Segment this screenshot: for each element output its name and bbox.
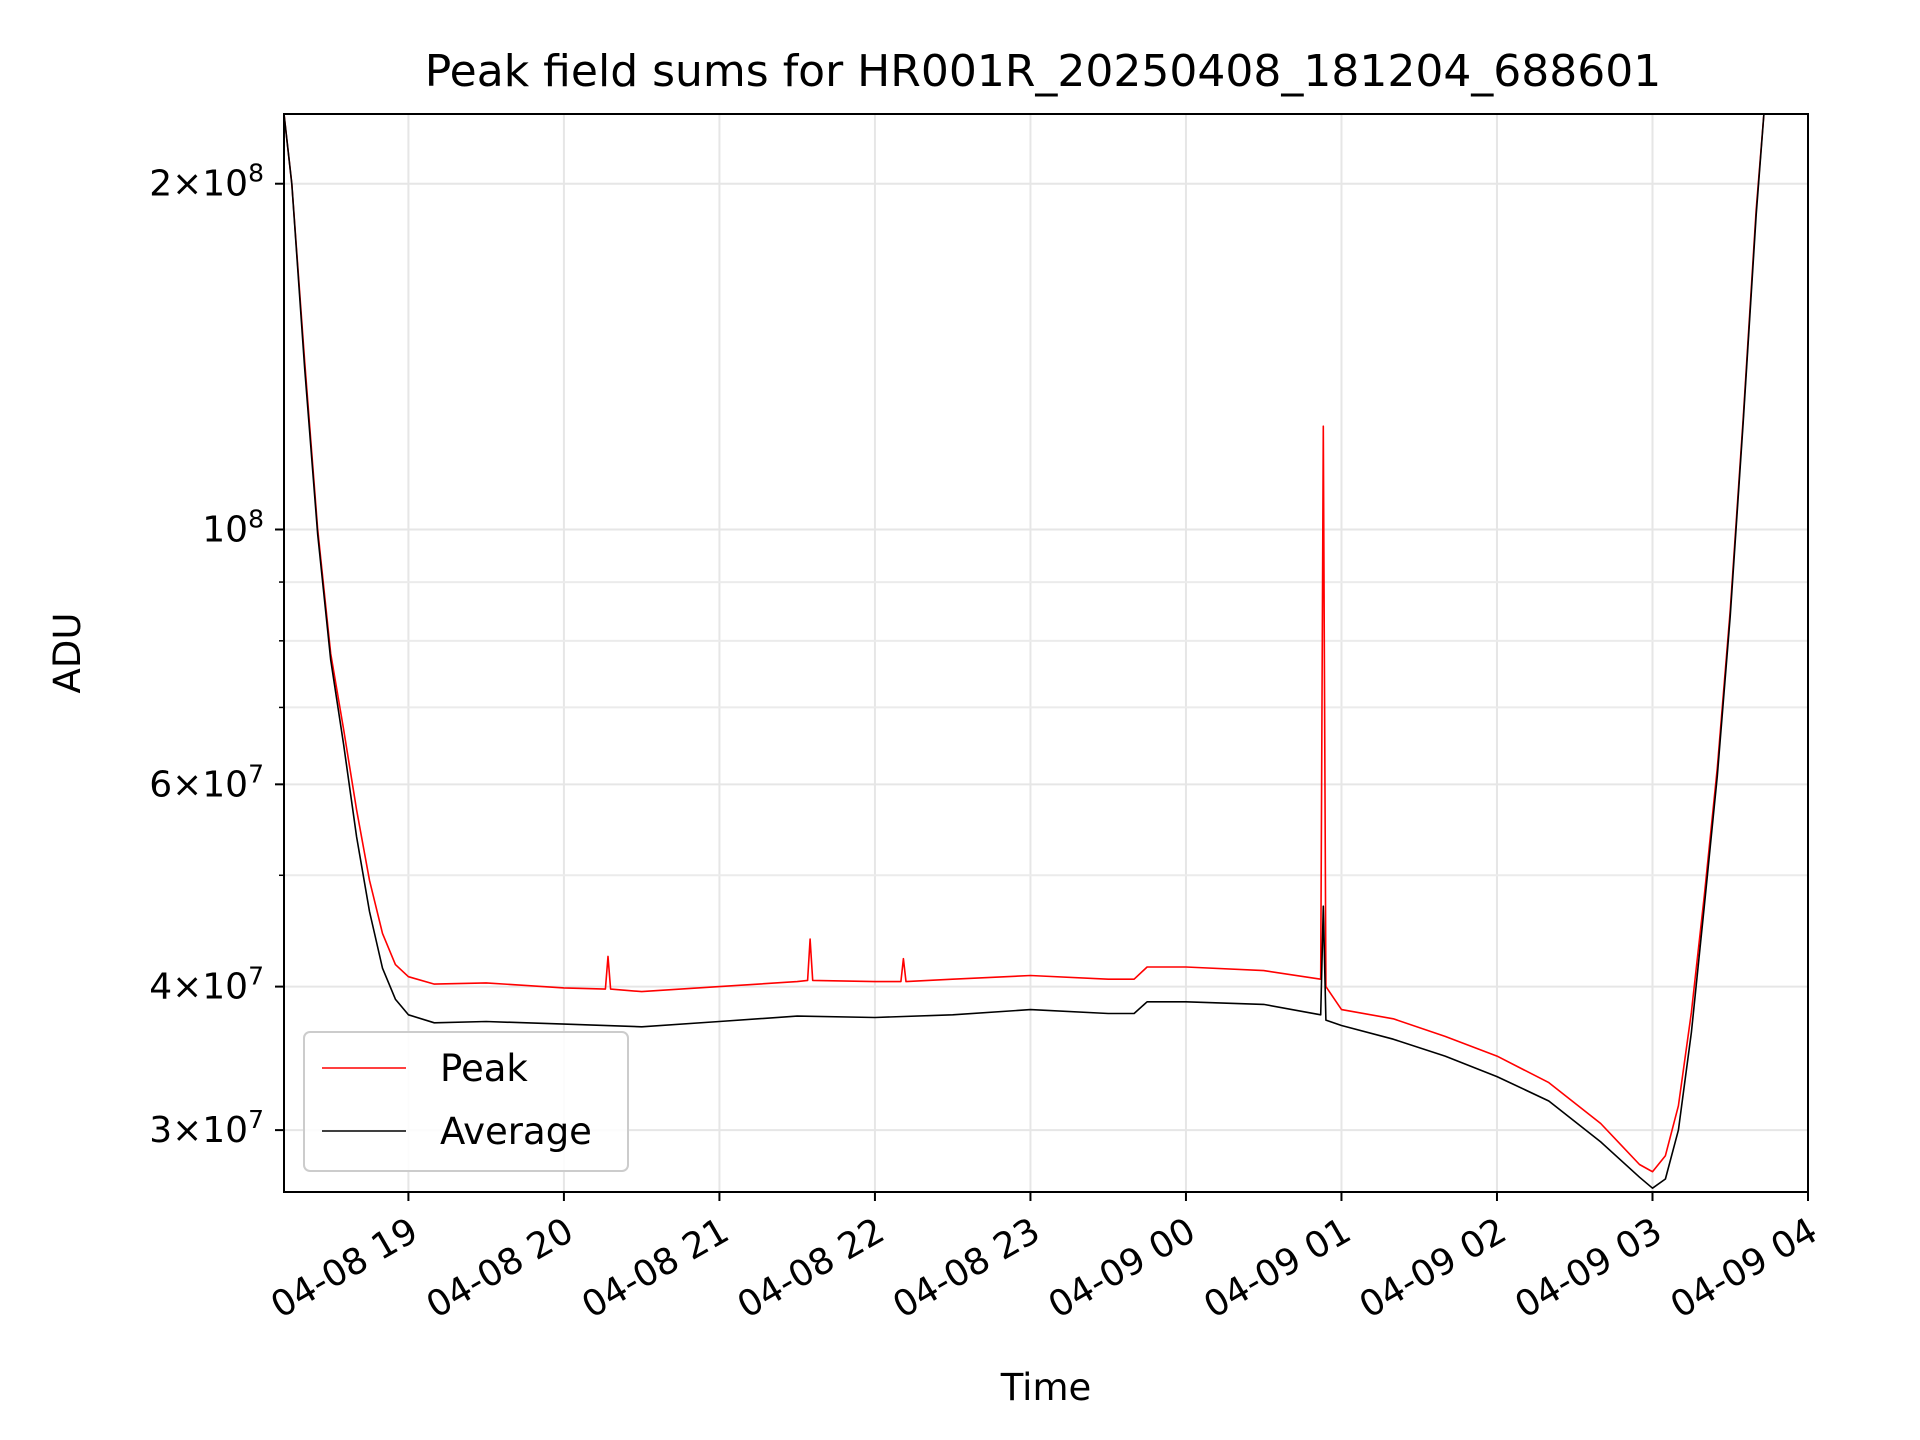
y-axis-label: ADU xyxy=(46,613,89,694)
y-tick-exponent: 7 xyxy=(248,961,264,990)
legend-label-peak: Peak xyxy=(440,1047,528,1090)
y-tick-exponent: 8 xyxy=(248,504,264,533)
y-tick-label: 6×107 xyxy=(149,759,264,806)
y-tick-exponent: 8 xyxy=(248,158,264,187)
series-line-average xyxy=(284,114,1808,1189)
y-tick-base: ×10 xyxy=(172,164,248,205)
y-tick-base: ×10 xyxy=(172,1110,248,1151)
y-tick-label: 2×108 xyxy=(149,158,264,205)
y-tick-label: 4×107 xyxy=(149,961,264,1008)
y-tick-exponent: 7 xyxy=(248,759,264,788)
legend-label-average: Average xyxy=(440,1110,592,1153)
y-tick-mantissa: 6 xyxy=(149,764,172,805)
legend: Peak Average xyxy=(303,1031,629,1172)
y-tick-exponent: 7 xyxy=(248,1105,264,1134)
y-tick-base: ×10 xyxy=(172,967,248,1008)
y-tick-base: 10 xyxy=(202,510,248,551)
y-tick-mantissa: 4 xyxy=(149,967,172,1008)
y-tick-mantissa: 2 xyxy=(149,164,172,205)
y-tick-mantissa: 3 xyxy=(149,1110,172,1151)
y-tick-base: ×10 xyxy=(172,764,248,805)
plot-frame xyxy=(283,113,1809,1193)
x-axis-label: Time xyxy=(1000,1366,1092,1409)
chart-title: Peak field sums for HR001R_20250408_1812… xyxy=(425,46,1662,97)
series-layer xyxy=(284,114,1808,1189)
y-tick-label: 3×107 xyxy=(149,1105,264,1152)
legend-box xyxy=(303,1031,629,1172)
y-tick-label: 108 xyxy=(202,504,264,551)
series-line-peak xyxy=(284,114,1808,1173)
